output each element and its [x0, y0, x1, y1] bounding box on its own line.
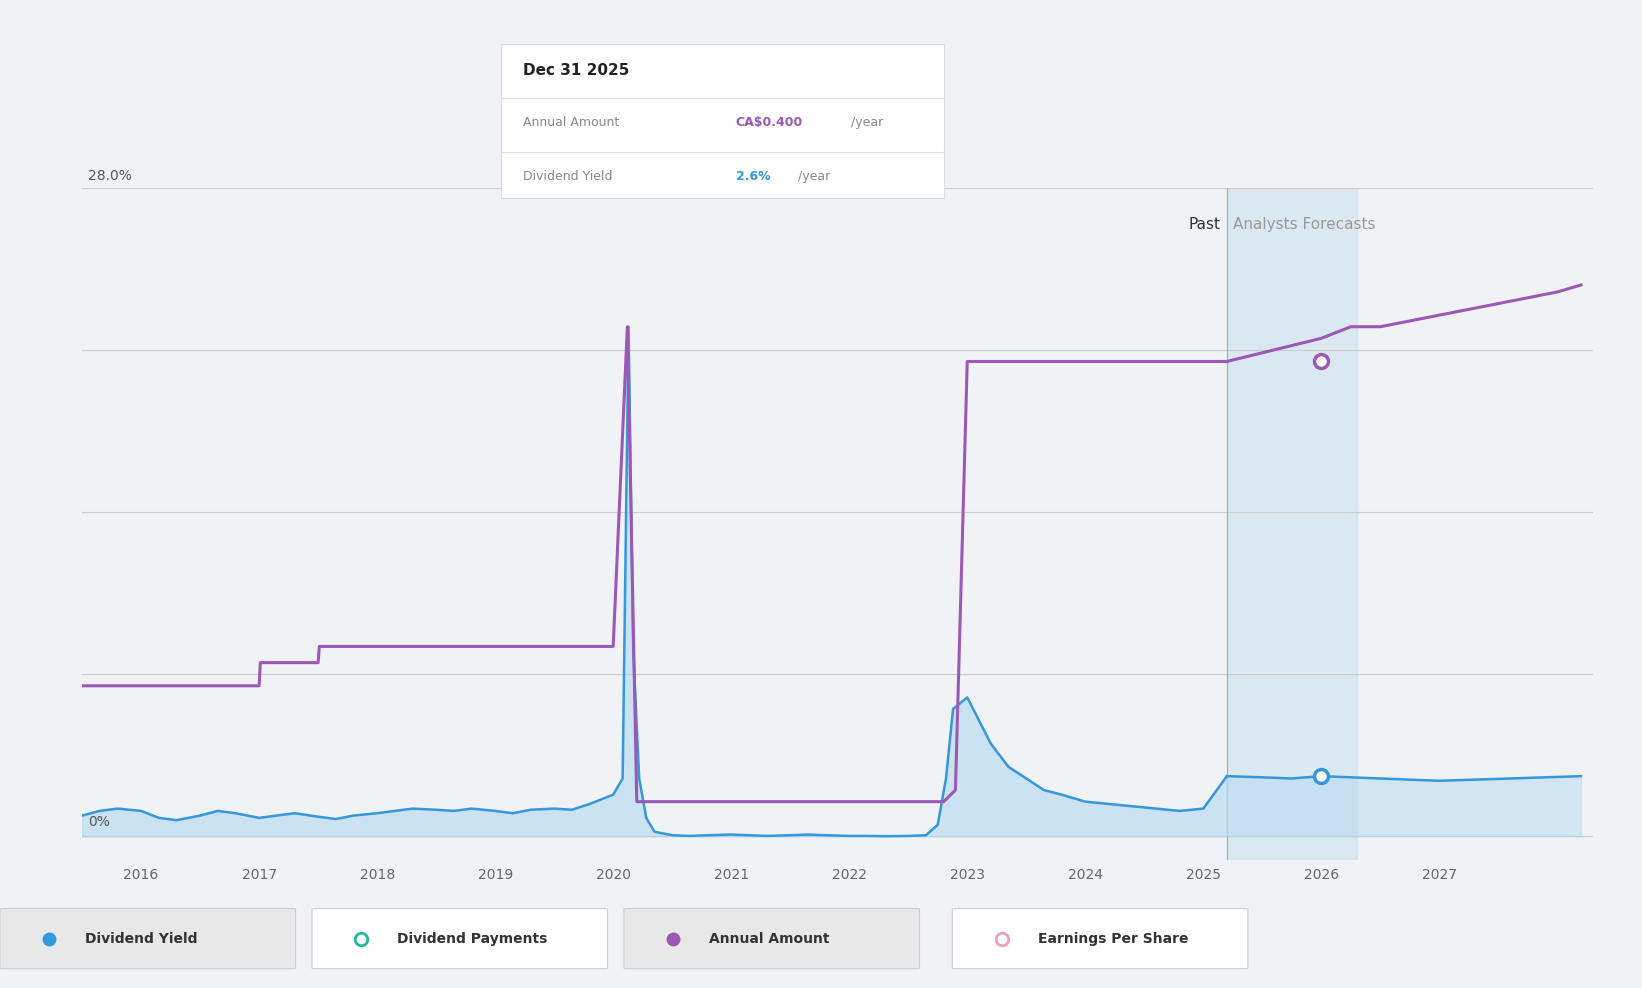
Text: Dividend Yield: Dividend Yield	[524, 170, 612, 183]
Text: /year: /year	[798, 170, 831, 183]
Text: 0%: 0%	[89, 815, 110, 830]
Text: CA$0.400: CA$0.400	[736, 117, 803, 129]
FancyBboxPatch shape	[0, 909, 296, 968]
Text: Annual Amount: Annual Amount	[709, 932, 829, 946]
Text: Dividend Yield: Dividend Yield	[85, 932, 199, 946]
Text: /year: /year	[851, 117, 883, 129]
Text: Annual Amount: Annual Amount	[524, 117, 619, 129]
Text: Dec 31 2025: Dec 31 2025	[524, 63, 629, 78]
FancyBboxPatch shape	[624, 909, 920, 968]
FancyBboxPatch shape	[312, 909, 608, 968]
FancyBboxPatch shape	[952, 909, 1248, 968]
Text: Dividend Payments: Dividend Payments	[397, 932, 548, 946]
Bar	[1227, 188, 1356, 860]
Text: 28.0%: 28.0%	[89, 169, 131, 183]
Text: Analysts Forecasts: Analysts Forecasts	[1233, 217, 1376, 232]
Text: Earnings Per Share: Earnings Per Share	[1038, 932, 1189, 946]
Text: 2.6%: 2.6%	[736, 170, 770, 183]
Text: Past: Past	[1189, 217, 1222, 232]
